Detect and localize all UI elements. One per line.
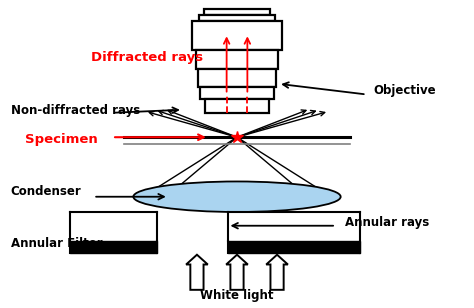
- Bar: [192, 21, 282, 50]
- Bar: [205, 99, 269, 113]
- Bar: [198, 69, 276, 87]
- Text: Non-diffracted rays: Non-diffracted rays: [11, 104, 140, 117]
- Bar: [204, 9, 270, 15]
- Bar: [199, 15, 275, 21]
- Text: Diffracted rays: Diffracted rays: [91, 51, 203, 64]
- Ellipse shape: [133, 181, 341, 212]
- Bar: [70, 241, 157, 253]
- FancyArrow shape: [226, 255, 248, 290]
- FancyArrow shape: [186, 255, 208, 290]
- Text: Specimen: Specimen: [25, 133, 98, 146]
- Text: Annular Filter: Annular Filter: [11, 237, 102, 250]
- Text: Annular rays: Annular rays: [346, 216, 429, 229]
- Text: Objective: Objective: [374, 84, 436, 97]
- Text: White light: White light: [200, 289, 274, 302]
- Bar: [201, 87, 273, 99]
- Bar: [228, 241, 359, 253]
- Text: Condenser: Condenser: [11, 185, 82, 198]
- Bar: [196, 50, 278, 69]
- FancyArrow shape: [266, 255, 288, 290]
